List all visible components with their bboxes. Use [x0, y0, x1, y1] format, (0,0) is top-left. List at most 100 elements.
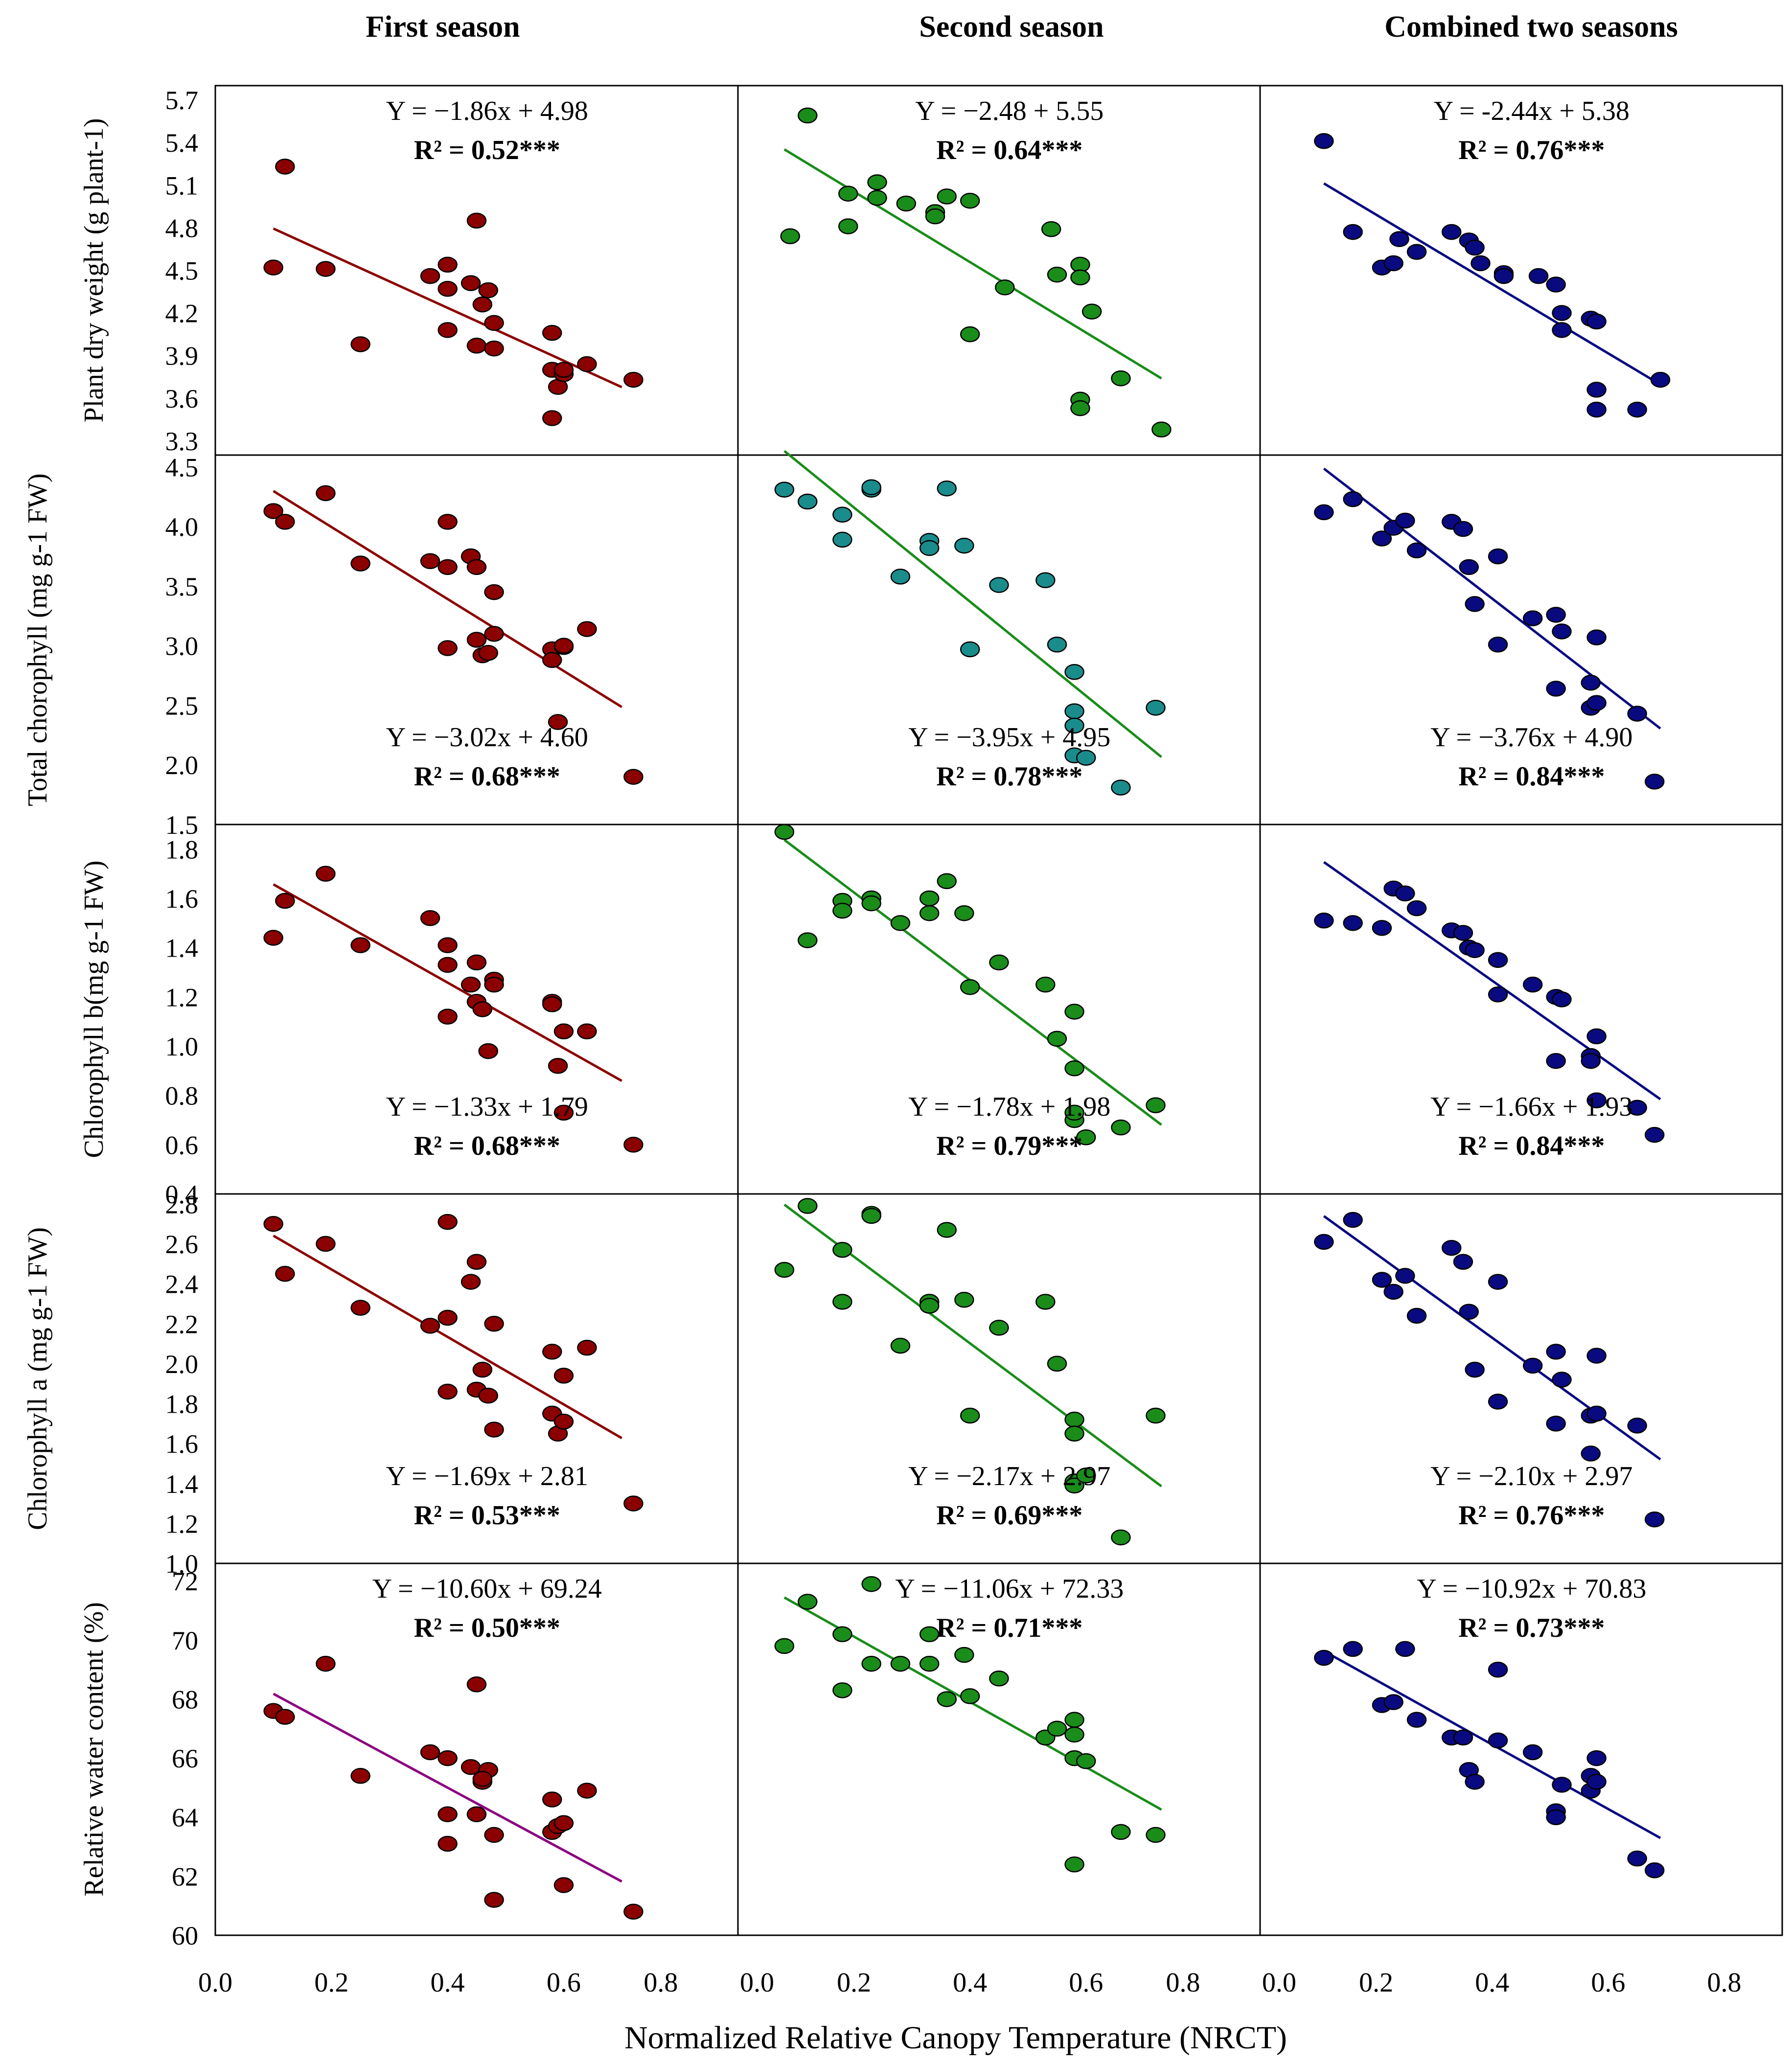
regression-equation: Y = −10.60x + 69.24 — [372, 1574, 602, 1604]
regression-equation: Y = −2.10x + 2.97 — [1430, 1461, 1632, 1491]
y-tick-label-r5-0: 72 — [172, 1567, 198, 1596]
data-point — [437, 322, 458, 338]
data-series: Y = −1.86x + 4.98 R² = 0.52*** Y = −2.48 +… — [263, 96, 1671, 1920]
data-point — [553, 638, 574, 654]
data-point — [1488, 548, 1508, 565]
data-point — [1406, 1307, 1427, 1324]
y-tick-label-r5-4: 64 — [172, 1803, 198, 1833]
data-point — [1314, 1234, 1334, 1250]
y-tick-label-r3-6: 0.6 — [165, 1130, 199, 1160]
data-point — [466, 212, 487, 229]
regression-equation: Y = −3.95x + 4.95 — [908, 722, 1110, 753]
data-point — [1453, 1729, 1473, 1746]
data-point — [1552, 991, 1572, 1008]
data-point — [1389, 231, 1409, 247]
data-point — [954, 905, 974, 921]
data-point — [1488, 1274, 1508, 1290]
regression-line — [273, 883, 622, 1082]
x-tick-label-combined-2: 0.4 — [1475, 1968, 1509, 1998]
data-point — [1546, 1809, 1566, 1825]
data-point — [466, 954, 487, 971]
x-tick-label-second-0: 0.0 — [740, 1968, 774, 1998]
data-point — [774, 1261, 795, 1278]
data-point — [1047, 1031, 1067, 1047]
y-tick-label-r5-5: 62 — [172, 1862, 198, 1891]
x-tick-label-first-1: 0.2 — [314, 1968, 348, 1998]
data-point — [542, 996, 562, 1012]
y-tick-label-r1-3: 4.8 — [165, 213, 199, 243]
y-tick-label-r4-2: 2.4 — [165, 1270, 199, 1299]
data-point — [832, 1626, 852, 1643]
y-tick-label-r2-3: 3.0 — [165, 632, 199, 661]
data-point — [466, 1254, 487, 1270]
data-point — [466, 338, 487, 354]
regression-equation: Y = −11.06x + 72.33 — [895, 1574, 1124, 1604]
regression-line — [783, 450, 1163, 758]
data-point — [1035, 1294, 1056, 1310]
panel-r4-second: Y = −2.17x + 2.97 R² = 0.69*** — [774, 1198, 1166, 1546]
data-point — [1064, 1712, 1084, 1728]
data-point — [478, 282, 498, 298]
data-point — [1586, 629, 1607, 645]
data-point — [1111, 779, 1131, 796]
data-point — [466, 559, 487, 575]
data-point — [832, 506, 852, 523]
panel-r1-combined: Y = -2.44x + 5.38 R² = 0.76*** — [1314, 96, 1671, 418]
data-point — [1586, 401, 1607, 418]
r-squared-label: R² = 0.84*** — [1458, 1131, 1605, 1161]
r-squared-label: R² = 0.64*** — [936, 135, 1082, 165]
panel-r1-second: Y = −2.48 + 5.55 R² = 0.64*** — [780, 96, 1172, 437]
panel-r5-combined: Y = −10.92x + 70.83 R² = 0.73*** — [1314, 1574, 1665, 1879]
data-point — [460, 976, 481, 993]
data-point — [1047, 1355, 1067, 1372]
data-point — [460, 275, 481, 291]
r-squared-label: R² = 0.68*** — [414, 1131, 560, 1161]
data-point — [623, 769, 643, 785]
y-tick-label-r1-8: 3.3 — [165, 427, 199, 456]
regression-line — [1323, 467, 1661, 730]
y-tick-label-r3-7: 0.4 — [165, 1180, 199, 1209]
x-tick-label-combined-0: 0.0 — [1262, 1968, 1296, 1998]
data-point — [275, 159, 295, 175]
regression-line — [273, 227, 622, 389]
y-tick-label-r1-5: 4.2 — [165, 299, 199, 328]
data-point — [890, 1655, 911, 1672]
data-point — [553, 1104, 574, 1121]
data-point — [1070, 400, 1090, 416]
data-point — [553, 362, 574, 378]
data-point — [437, 1214, 458, 1230]
data-point — [1552, 322, 1572, 338]
data-point — [890, 569, 911, 585]
data-point — [548, 714, 568, 730]
data-point — [989, 577, 1009, 593]
data-point — [890, 1337, 911, 1354]
regression-line — [1323, 182, 1661, 386]
data-point — [350, 1768, 370, 1784]
data-point — [1586, 695, 1607, 711]
data-point — [437, 640, 458, 656]
data-point — [1644, 1126, 1665, 1143]
data-point — [832, 902, 852, 919]
data-point — [553, 1815, 574, 1832]
data-point — [350, 555, 370, 572]
regression-line — [273, 490, 622, 708]
data-point — [1552, 1777, 1572, 1793]
data-point — [1650, 371, 1671, 388]
data-point — [1441, 1239, 1462, 1256]
data-point — [1586, 1774, 1607, 1790]
y-tick-label-r4-9: 1.0 — [165, 1549, 199, 1579]
data-point — [867, 174, 887, 190]
data-point — [553, 1368, 574, 1384]
data-point — [577, 1783, 597, 1799]
data-point — [623, 1903, 643, 1920]
data-point — [989, 954, 1009, 971]
data-point — [960, 1688, 980, 1704]
y-axis-label-r1: Plant dry weight (g plant-1) — [79, 118, 109, 422]
column-title-first-season: First season — [366, 10, 520, 44]
data-point — [919, 890, 940, 907]
data-point — [1552, 623, 1572, 640]
r-squared-label: R² = 0.76*** — [1458, 1500, 1605, 1531]
x-tick-label-first-2: 0.4 — [431, 1968, 465, 1998]
data-point — [1644, 1862, 1665, 1879]
data-point — [867, 190, 887, 206]
